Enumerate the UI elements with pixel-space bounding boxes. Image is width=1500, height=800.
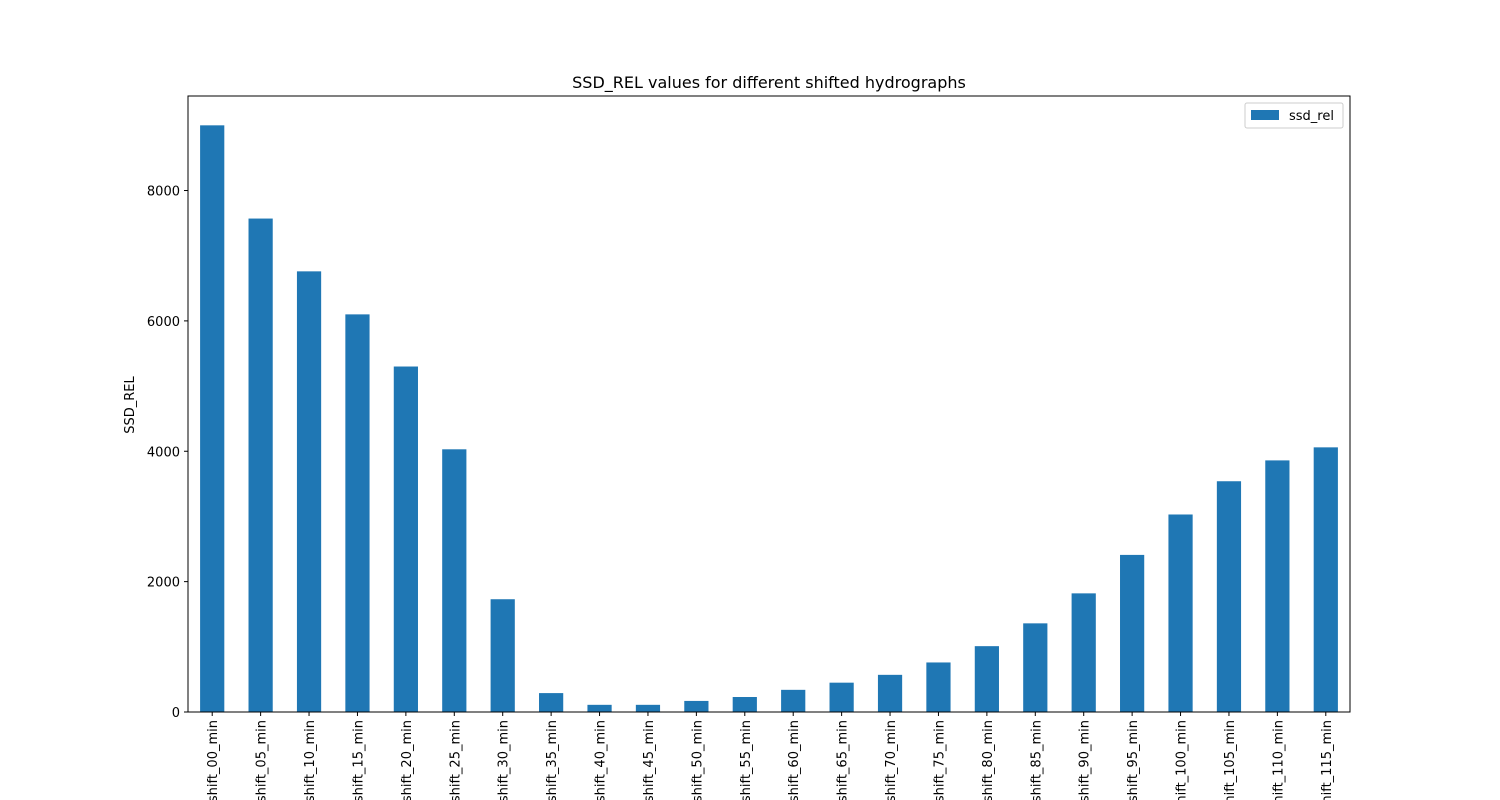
x-axis: shift_00_min shift_05_min shift_10_min shif… bbox=[206, 712, 1335, 800]
x-tick-label: shift_45_min bbox=[642, 720, 657, 800]
y-axis-title: SSD_REL bbox=[123, 375, 138, 433]
y-tick-label: 0 bbox=[172, 706, 180, 721]
bar-shift_30_min bbox=[490, 599, 515, 712]
bar-shift_90_min bbox=[1071, 593, 1096, 712]
chart-title: SSD_REL values for different shifted hyd… bbox=[572, 73, 966, 93]
bar-shift_45_min bbox=[635, 704, 661, 712]
bar-shift_85_min bbox=[1023, 623, 1048, 712]
bar-shift_00_min bbox=[200, 125, 225, 712]
x-tick-label: shift_25_min bbox=[448, 720, 463, 800]
x-tick-label: shift_05_min bbox=[255, 720, 270, 800]
y-tick-label: 2000 bbox=[147, 576, 180, 591]
bar-shift_40_min bbox=[587, 704, 612, 712]
bar-shift_115_min bbox=[1313, 447, 1338, 712]
bar-shift_80_min bbox=[974, 646, 999, 712]
bars-group bbox=[200, 125, 1338, 713]
legend: ssd_rel bbox=[1244, 102, 1344, 129]
legend-label: ssd_rel bbox=[1289, 109, 1334, 124]
bar-shift_20_min bbox=[393, 366, 418, 712]
x-tick-label: shift_105_min bbox=[1223, 720, 1238, 800]
y-tick-label: 6000 bbox=[147, 315, 180, 330]
x-tick-label: shift_70_min bbox=[884, 720, 899, 800]
x-tick-label: shift_85_min bbox=[1029, 720, 1044, 800]
x-tick-label: shift_15_min bbox=[351, 720, 366, 800]
x-tick-label: shift_65_min bbox=[836, 720, 851, 800]
x-tick-label: shift_75_min bbox=[932, 720, 947, 800]
bar-shift_65_min bbox=[829, 682, 854, 712]
y-tick-label: 8000 bbox=[147, 185, 180, 200]
x-tick-label: shift_30_min bbox=[497, 720, 512, 800]
x-tick-label: shift_95_min bbox=[1126, 720, 1141, 800]
x-tick-label: shift_20_min bbox=[400, 720, 415, 800]
bar-shift_110_min bbox=[1265, 460, 1290, 712]
x-tick-label: shift_55_min bbox=[739, 720, 754, 800]
legend-box bbox=[1244, 102, 1344, 129]
x-tick-label: shift_100_min bbox=[1175, 720, 1190, 800]
bar-shift_95_min bbox=[1120, 554, 1145, 712]
x-tick-label: shift_115_min bbox=[1320, 720, 1335, 800]
x-tick-label: shift_00_min bbox=[206, 720, 221, 800]
legend-swatch bbox=[1251, 110, 1279, 120]
bar-shift_05_min bbox=[248, 218, 273, 713]
x-tick-label: shift_40_min bbox=[594, 720, 609, 800]
bar-shift_25_min bbox=[442, 449, 467, 712]
bar-shift_100_min bbox=[1168, 514, 1193, 712]
x-tick-label: shift_60_min bbox=[787, 720, 802, 800]
y-tick-label: 4000 bbox=[147, 445, 180, 460]
bar-shift_60_min bbox=[781, 689, 806, 712]
plot-frame bbox=[187, 95, 1351, 713]
bar-shift_55_min bbox=[732, 697, 757, 712]
x-tick-label: shift_80_min bbox=[981, 720, 996, 800]
x-tick-label: shift_110_min bbox=[1271, 720, 1286, 800]
x-tick-label: shift_35_min bbox=[545, 720, 560, 800]
x-tick-label: shift_90_min bbox=[1078, 720, 1093, 800]
bar-shift_15_min bbox=[345, 314, 370, 712]
bar-shift_70_min bbox=[877, 674, 903, 712]
bar-shift_35_min bbox=[539, 693, 564, 712]
bar-shift_10_min bbox=[296, 271, 322, 712]
bar-shift_105_min bbox=[1216, 481, 1242, 712]
bar-shift_75_min bbox=[926, 662, 951, 712]
y-axis: 0 2000 4000 6000 8000 bbox=[147, 185, 188, 721]
x-tick-label: shift_10_min bbox=[303, 720, 318, 800]
bar-shift_50_min bbox=[684, 700, 709, 712]
x-tick-label: shift_50_min bbox=[690, 720, 705, 800]
